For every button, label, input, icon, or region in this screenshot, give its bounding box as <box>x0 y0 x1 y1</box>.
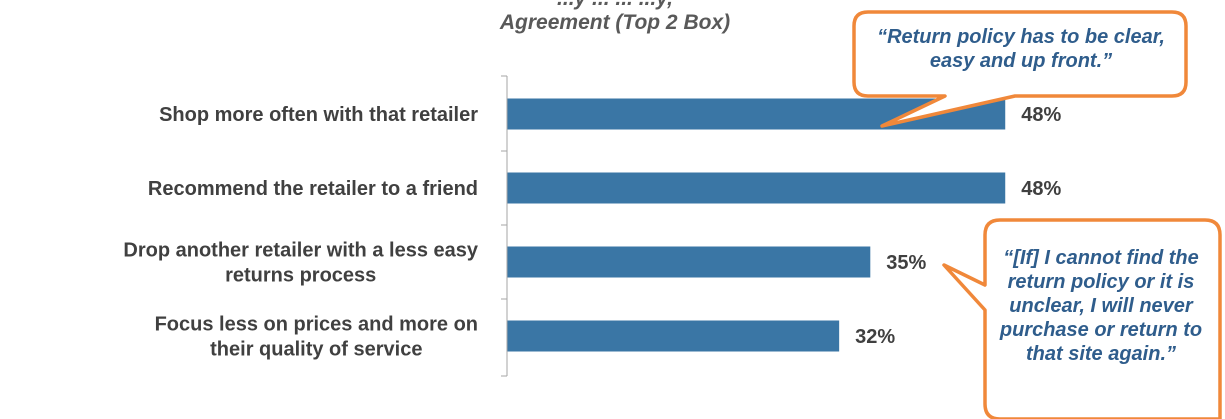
value-label-4: 32% <box>855 326 895 348</box>
category-label-line: returns process <box>225 265 376 287</box>
value-label-2: 48% <box>1021 178 1061 200</box>
chart-title-line-1: ...y ... ... ...y, <box>330 0 900 11</box>
bars-layer <box>507 98 1006 352</box>
chart-title: ...y ... ... ...y, Agreement (Top 2 Box) <box>330 0 900 48</box>
callout-1-text: “Return policy has to be clear, easy and… <box>877 26 1165 72</box>
callout-1-bubble <box>852 10 1188 128</box>
callout-2-bubble <box>942 218 1222 419</box>
labels-layer: 48% Shop more often with that retailer 48%… <box>123 104 1061 361</box>
value-label-1: 48% <box>1021 104 1061 126</box>
bar-4 <box>507 320 840 352</box>
category-label-line: Drop another retailer with a less easy <box>123 240 478 262</box>
category-label-line: Focus less on prices and more on <box>155 314 478 336</box>
category-label-3: Drop another retailer with a less easy re… <box>123 240 478 287</box>
category-label-line: Recommend the retailer to a friend <box>148 178 478 200</box>
category-label-1: Shop more often with that retailer <box>159 104 478 126</box>
value-label-3: 35% <box>886 252 926 274</box>
bar-3 <box>507 246 871 278</box>
callout-2-text: “[If] I cannot find the return policy or… <box>999 247 1203 365</box>
chart-title-line-2: Agreement (Top 2 Box) <box>499 11 731 34</box>
category-label-line: Shop more often with that retailer <box>159 104 478 126</box>
category-label-line: their quality of service <box>210 339 422 361</box>
bar-2 <box>507 172 1006 204</box>
callouts-layer <box>852 10 1222 419</box>
category-label-4: Focus less on prices and more on their qu… <box>155 314 478 361</box>
axis-layer <box>501 75 508 377</box>
category-label-2: Recommend the retailer to a friend <box>148 178 478 200</box>
